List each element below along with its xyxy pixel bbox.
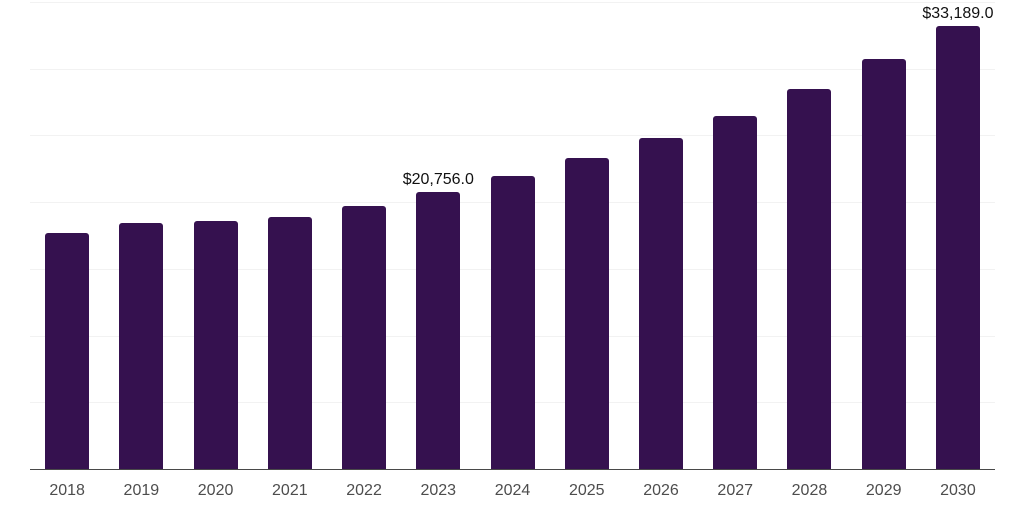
bar-2028[interactable] xyxy=(787,89,832,469)
bar-2019[interactable] xyxy=(119,222,164,469)
x-tick-label-2026: 2026 xyxy=(643,482,679,499)
bar-slot-2020 xyxy=(178,2,252,469)
x-tick-label-2027: 2027 xyxy=(717,482,754,499)
bar-slot-2024 xyxy=(475,2,549,469)
x-tick-label-2018: 2018 xyxy=(49,482,85,499)
x-tick-label-2024: 2024 xyxy=(494,482,531,499)
bar-slot-2021 xyxy=(253,2,327,469)
bars-row: $20,756.0 $33,189.0 xyxy=(30,2,995,469)
bar-2020[interactable] xyxy=(193,221,238,469)
bar-2018[interactable] xyxy=(45,232,90,469)
bar-2029[interactable] xyxy=(861,59,906,469)
x-tick-label-2029: 2029 xyxy=(865,482,902,499)
bar-slot-2018 xyxy=(30,2,104,469)
plot-area: $20,756.0 $33,189.0 xyxy=(30,2,995,470)
x-tick-label-2028: 2028 xyxy=(791,482,828,499)
bar-slot-2026 xyxy=(624,2,698,469)
data-label-2030: $33,189.0 xyxy=(922,5,994,23)
bar-slot-2022 xyxy=(327,2,401,469)
data-label-2023: $20,756.0 xyxy=(402,171,474,189)
x-tick-label-2023: 2023 xyxy=(420,482,457,499)
x-tick-label-2030: 2030 xyxy=(940,482,976,499)
bar-2024[interactable] xyxy=(490,176,535,469)
bar-slot-2027 xyxy=(698,2,772,469)
gridline xyxy=(30,68,995,70)
bar-slot-2028 xyxy=(772,2,846,469)
bar-slot-2030: $33,189.0 xyxy=(921,2,995,469)
bar-2030[interactable] xyxy=(935,26,980,469)
bar-2023[interactable] xyxy=(416,192,461,469)
x-tick-label-2020: 2020 xyxy=(197,482,234,499)
x-tick-label-2021: 2021 xyxy=(272,482,308,499)
x-tick-label-2025: 2025 xyxy=(568,482,605,499)
gridline xyxy=(30,135,995,137)
bar-2022[interactable] xyxy=(342,205,387,469)
bar-slot-2029 xyxy=(847,2,921,469)
x-axis: 2018 2019 2020 2021 2022 2023 2024 2025 2026 2027… xyxy=(30,481,995,501)
x-tick-label-2022: 2022 xyxy=(346,482,382,499)
gridline xyxy=(30,2,995,3)
bar-2021[interactable] xyxy=(267,216,312,469)
x-tick-label-2019: 2019 xyxy=(123,482,160,499)
bar-2027[interactable] xyxy=(713,116,758,469)
bar-slot-2019 xyxy=(104,2,178,469)
bar-2025[interactable] xyxy=(564,158,609,469)
bar-slot-2023: $20,756.0 xyxy=(401,2,475,469)
bar-slot-2025 xyxy=(550,2,624,469)
bar-2026[interactable] xyxy=(638,138,683,469)
